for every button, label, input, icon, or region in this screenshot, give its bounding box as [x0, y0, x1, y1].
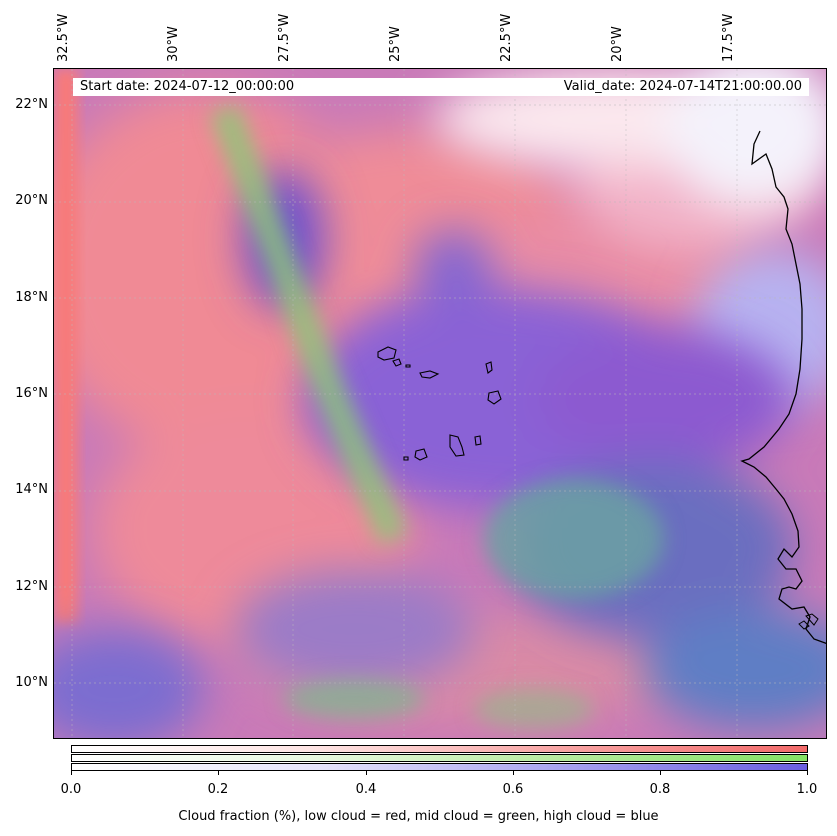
mid-cloud-layer — [209, 103, 664, 729]
island-fogo — [414, 448, 428, 461]
coastal-islands — [798, 613, 819, 630]
lat-label-20n: 20°N — [15, 193, 48, 208]
colorbar-tick-mark — [71, 771, 72, 775]
lat-label-18n: 18°N — [15, 290, 48, 305]
colorbar — [71, 745, 808, 771]
valid-date-label: Valid_date: 2024-07-14T21:00:00.00 — [563, 79, 802, 94]
colorbar-tick-mark — [513, 771, 514, 775]
gridlines — [54, 69, 826, 738]
colorbar-high-cloud-blue — [71, 763, 808, 771]
lat-label-14n: 14°N — [15, 482, 48, 497]
lon-label-32-5w: 32.5°W — [56, 13, 71, 62]
island-sal — [485, 361, 493, 374]
island-maio — [474, 435, 482, 446]
start-date-label: Start date: 2024-07-12_00:00:00 — [80, 79, 295, 94]
africa-coastline — [740, 130, 826, 644]
island-santo-antao — [377, 346, 397, 361]
lon-label-30w: 30°W — [166, 26, 181, 62]
colorbar-tick-label: 0.4 — [355, 782, 377, 797]
island-sao-nicolau — [419, 370, 440, 379]
colorbar-label: Cloud fraction (%), low cloud = red, mid… — [178, 809, 659, 824]
map-panel[interactable]: Start date: 2024-07-12_00:00:00 Valid_da… — [53, 68, 827, 739]
cloud-fraction-map — [54, 69, 826, 738]
left-edge-low-cloud — [54, 69, 78, 624]
cape-verde-islands — [377, 346, 502, 461]
lon-label-27-5w: 27.5°W — [277, 13, 292, 62]
colorbar-tick-mark — [366, 771, 367, 775]
lon-label-17-5w: 17.5°W — [721, 13, 736, 62]
island-boa-vista — [487, 390, 502, 405]
lat-label-22n: 22°N — [15, 97, 48, 112]
colorbar-tick-label: 0.2 — [207, 782, 229, 797]
colorbar-tick-mark — [660, 771, 661, 775]
lon-label-25w: 25°W — [388, 26, 403, 62]
colorbar-tick-mark — [807, 771, 808, 775]
island-sao-vicente — [392, 358, 402, 367]
colorbar-tick-label: 0.8 — [649, 782, 671, 797]
lon-label-22-5w: 22.5°W — [499, 13, 514, 62]
lat-label-10n: 10°N — [15, 675, 48, 690]
colorbar-tick-label: 1.0 — [796, 782, 818, 797]
lat-label-16n: 16°N — [15, 386, 48, 401]
colorbar-tick-label: 0.6 — [502, 782, 524, 797]
colorbar-mid-cloud-green — [71, 754, 808, 762]
island-santiago — [449, 434, 465, 457]
colorbar-tick-label: 0.0 — [60, 782, 82, 797]
lat-label-12n: 12°N — [15, 579, 48, 594]
lon-label-20w: 20°W — [610, 26, 625, 62]
island-brava — [403, 456, 409, 461]
date-banner: Start date: 2024-07-12_00:00:00 Valid_da… — [73, 78, 809, 96]
colorbar-tick-mark — [218, 771, 219, 775]
island-santa-luzia — [405, 364, 411, 368]
colorbar-low-cloud-red — [71, 745, 808, 753]
